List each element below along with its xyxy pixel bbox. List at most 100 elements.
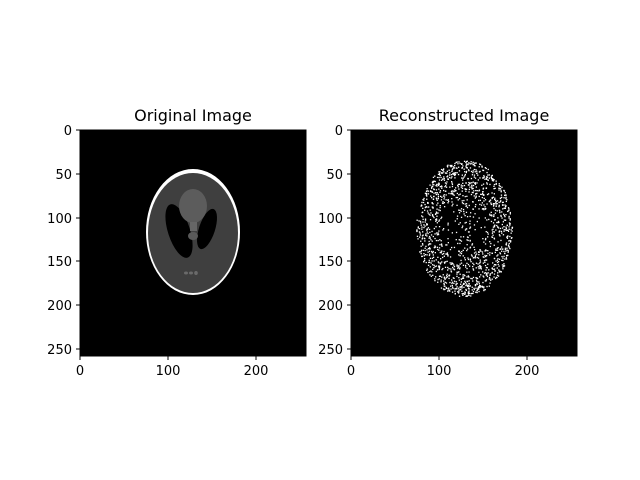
reconstructed-pixel bbox=[490, 211, 492, 213]
reconstructed-pixel bbox=[498, 204, 500, 206]
reconstructed-pixel bbox=[418, 228, 421, 230]
reconstructed-pixel bbox=[423, 197, 425, 200]
reconstructed-pixel bbox=[432, 203, 434, 205]
reconstructed-pixel bbox=[468, 181, 470, 184]
reconstructed-pixel bbox=[469, 285, 471, 287]
reconstructed-pixel bbox=[437, 195, 440, 198]
reconstructed-pixel bbox=[483, 200, 485, 202]
reconstructed-pixel bbox=[508, 228, 510, 230]
reconstructed-pixel bbox=[495, 248, 497, 250]
reconstructed-pixel bbox=[483, 276, 485, 278]
reconstructed-pixel bbox=[472, 171, 474, 174]
reconstructed-pixel bbox=[452, 203, 454, 205]
reconstructed-pixel bbox=[455, 281, 457, 283]
reconstructed-pixel bbox=[443, 289, 445, 291]
reconstructed-pixel bbox=[466, 271, 468, 273]
reconstructed-pixel bbox=[505, 244, 507, 246]
reconstructed-pixel bbox=[487, 236, 489, 238]
reconstructed-pixel bbox=[465, 283, 468, 285]
reconstructed-pixel bbox=[438, 219, 441, 221]
reconstructed-pixel bbox=[435, 239, 438, 242]
reconstructed-pixel bbox=[481, 166, 483, 168]
reconstructed-pixel bbox=[501, 196, 503, 198]
reconstructed-pixel bbox=[468, 191, 470, 193]
reconstructed-pixel bbox=[443, 250, 445, 253]
reconstructed-pixel bbox=[466, 262, 468, 264]
reconstructed-pixel bbox=[443, 179, 446, 181]
reconstructed-pixel bbox=[419, 234, 421, 236]
reconstructed-pixel bbox=[422, 221, 424, 223]
reconstructed-pixel bbox=[423, 224, 425, 226]
reconstructed-pixel bbox=[420, 224, 422, 226]
reconstructed-pixel bbox=[428, 254, 431, 257]
reconstructed-pixel bbox=[474, 183, 477, 185]
y-tick-label: 200 bbox=[47, 299, 72, 314]
reconstructed-pixel bbox=[460, 262, 463, 264]
reconstructed-pixel bbox=[420, 253, 422, 255]
reconstructed-pixel bbox=[467, 231, 470, 233]
reconstructed-pixel bbox=[463, 184, 466, 187]
reconstructed-pixel bbox=[453, 167, 455, 169]
reconstructed-pixel bbox=[461, 290, 463, 292]
reconstructed-pixel bbox=[439, 171, 441, 173]
reconstructed-pixel bbox=[469, 215, 471, 218]
reconstructed-pixel bbox=[508, 226, 510, 228]
reconstructed-pixel bbox=[488, 200, 490, 203]
reconstructed-pixel bbox=[433, 227, 435, 230]
reconstructed-pixel bbox=[507, 250, 509, 252]
reconstructed-pixel bbox=[426, 206, 428, 208]
reconstructed-pixel bbox=[479, 249, 481, 251]
reconstructed-pixel bbox=[446, 252, 449, 254]
reconstructed-pixel bbox=[427, 244, 430, 246]
reconstructed-pixel bbox=[498, 183, 500, 185]
reconstructed-pixel bbox=[468, 204, 470, 207]
reconstructed-pixel bbox=[429, 184, 431, 186]
reconstructed-pixel bbox=[474, 206, 476, 208]
reconstructed-pixel bbox=[489, 245, 491, 248]
reconstructed-pixel bbox=[419, 251, 421, 253]
reconstructed-pixel bbox=[474, 177, 477, 179]
reconstructed-pixel bbox=[454, 162, 456, 165]
reconstructed-pixel bbox=[454, 173, 457, 175]
reconstructed-pixel bbox=[451, 185, 454, 188]
reconstructed-pixel bbox=[472, 184, 475, 187]
reconstructed-pixel bbox=[448, 176, 451, 179]
reconstructed-pixel bbox=[424, 221, 426, 223]
reconstructed-pixel bbox=[496, 224, 498, 227]
reconstructed-pixel bbox=[456, 204, 458, 206]
reconstructed-pixel bbox=[456, 167, 458, 169]
reconstructed-pixel bbox=[473, 287, 475, 289]
reconstructed-pixel bbox=[511, 230, 513, 232]
reconstructed-pixel bbox=[432, 198, 435, 200]
reconstructed-pixel bbox=[493, 276, 495, 278]
reconstructed-pixel bbox=[498, 265, 500, 267]
reconstructed-pixel bbox=[426, 210, 429, 212]
reconstructed-pixel bbox=[460, 184, 462, 186]
reconstructed-pixel bbox=[460, 210, 462, 212]
reconstructed-pixel bbox=[492, 205, 495, 207]
reconstructed-pixel bbox=[469, 259, 472, 261]
reconstructed-pixel bbox=[458, 161, 460, 163]
reconstructed-pixel bbox=[506, 199, 508, 201]
reconstructed-pixel bbox=[457, 266, 459, 269]
reconstructed-pixel bbox=[436, 204, 438, 206]
reconstructed-pixel bbox=[510, 240, 512, 242]
reconstructed-pixel bbox=[425, 194, 428, 196]
reconstructed-pixel bbox=[454, 177, 456, 179]
reconstructed-pixel bbox=[466, 236, 469, 238]
reconstructed-pixel bbox=[487, 193, 490, 195]
reconstructed-pixel bbox=[466, 267, 468, 270]
reconstructed-pixel bbox=[446, 287, 448, 289]
reconstructed-pixel bbox=[432, 207, 434, 209]
reconstructed-pixel bbox=[433, 264, 435, 266]
reconstructed-pixel bbox=[465, 203, 468, 205]
reconstructed-pixel bbox=[507, 235, 509, 237]
reconstructed-pixel bbox=[438, 182, 440, 184]
reconstructed-pixel bbox=[423, 226, 425, 229]
reconstructed-pixel bbox=[437, 239, 439, 242]
reconstructed-pixel bbox=[441, 245, 443, 247]
reconstructed-pixel bbox=[484, 254, 486, 257]
x-tick-label: 200 bbox=[244, 364, 269, 379]
reconstructed-pixel bbox=[450, 165, 452, 167]
